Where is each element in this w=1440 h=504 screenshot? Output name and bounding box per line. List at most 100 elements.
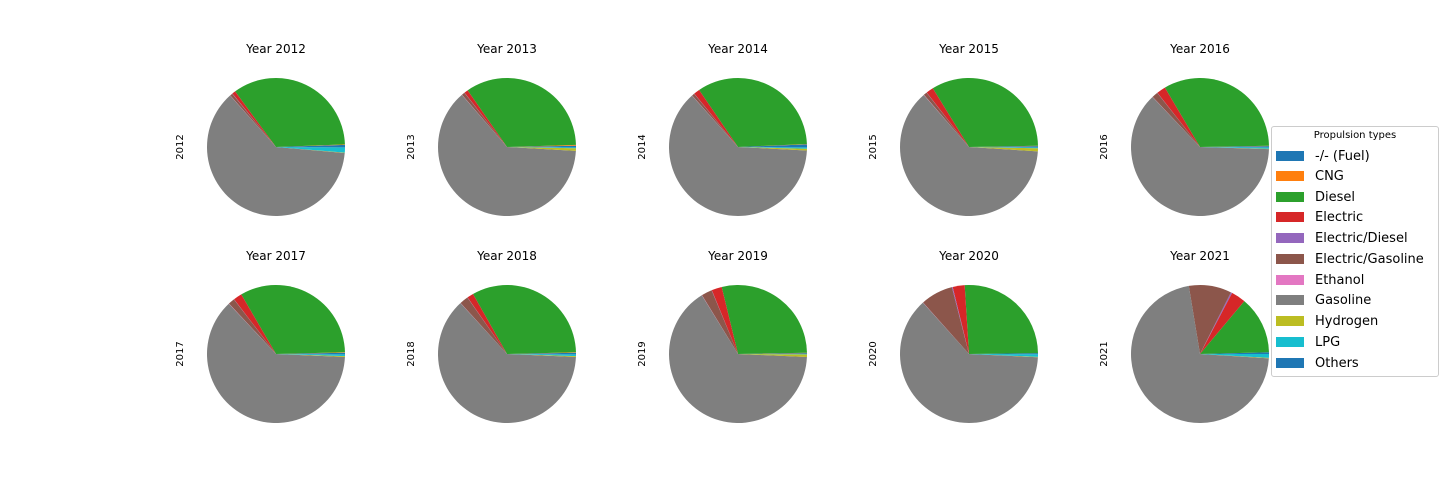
pie-slice bbox=[711, 290, 738, 354]
legend-label: Electric bbox=[1315, 209, 1364, 225]
pie-slice bbox=[668, 95, 807, 217]
pie-slice bbox=[241, 284, 345, 354]
pie-slice bbox=[461, 94, 507, 147]
pie-chart: Year 2014 2014 bbox=[637, 42, 808, 217]
pie-slice bbox=[461, 92, 507, 147]
pie-slice bbox=[969, 354, 1038, 357]
pie-slice bbox=[701, 295, 738, 354]
legend-swatch bbox=[1276, 275, 1304, 285]
pie-title: Year 2017 bbox=[245, 249, 306, 263]
pie-chart: Year 2020 2020 bbox=[868, 249, 1039, 423]
pie-title: Year 2018 bbox=[476, 249, 537, 263]
pie-slice bbox=[668, 295, 807, 423]
pie-slice bbox=[507, 354, 576, 357]
pie-slice bbox=[711, 286, 738, 354]
pie-ylabel: 2018 bbox=[406, 341, 417, 366]
pie-slice bbox=[1200, 301, 1269, 354]
legend-label: Gasoline bbox=[1315, 292, 1372, 308]
pie-slice bbox=[738, 147, 807, 149]
pie-slice bbox=[464, 90, 507, 147]
pie-slice bbox=[467, 293, 507, 354]
pie-slice bbox=[460, 302, 507, 354]
pie-slice bbox=[1152, 96, 1200, 147]
pie-slice bbox=[923, 92, 969, 147]
pie-ylabel: 2014 bbox=[637, 134, 648, 159]
legend: Propulsion types -/- (Fuel) CNG Diesel E… bbox=[1271, 126, 1439, 377]
pie-slice bbox=[738, 147, 807, 151]
pie-slice bbox=[738, 353, 807, 354]
legend-swatch bbox=[1276, 316, 1304, 326]
pie-slice bbox=[206, 95, 345, 217]
pie-slice bbox=[969, 146, 1038, 147]
pie-slice bbox=[969, 147, 1038, 149]
pie-ylabel: 2020 bbox=[868, 341, 879, 366]
pie-ylabel: 2016 bbox=[1099, 134, 1110, 159]
pie-slice bbox=[923, 287, 969, 354]
pie-slice bbox=[969, 354, 1038, 358]
pie-slice bbox=[276, 147, 345, 153]
pie-title: Year 2012 bbox=[245, 42, 306, 56]
pie-title: Year 2016 bbox=[1169, 42, 1230, 56]
pie-slice bbox=[437, 303, 576, 423]
pie-title: Year 2019 bbox=[707, 249, 768, 263]
legend-swatch bbox=[1276, 337, 1304, 347]
pie-slice bbox=[276, 352, 346, 354]
pie-slice bbox=[899, 94, 1038, 217]
pie-slice bbox=[721, 285, 807, 354]
legend-label: Electric/Gasoline bbox=[1315, 251, 1424, 267]
pie-slice bbox=[507, 147, 576, 149]
pie-ylabel: 2021 bbox=[1099, 341, 1110, 366]
pie-slice bbox=[969, 147, 1038, 152]
pie-slice bbox=[1200, 292, 1245, 354]
pie-slice bbox=[1131, 97, 1269, 216]
legend-item: Diesel bbox=[1276, 189, 1355, 205]
pie-slice bbox=[738, 144, 807, 147]
pie-slice bbox=[926, 88, 969, 147]
legend-swatch bbox=[1276, 358, 1304, 368]
legend-swatch bbox=[1276, 233, 1304, 243]
pie-slice bbox=[922, 302, 969, 354]
pie-slice bbox=[276, 144, 346, 147]
pie-slice bbox=[507, 145, 577, 147]
pie-slice bbox=[738, 352, 807, 354]
pie-slice bbox=[1200, 292, 1233, 354]
pie-slice bbox=[969, 353, 1038, 354]
pie-slice bbox=[951, 286, 969, 354]
legend-label: Electric/Diesel bbox=[1315, 230, 1408, 246]
legend-label: Diesel bbox=[1315, 189, 1356, 205]
pie-slice bbox=[228, 303, 276, 354]
pie-title: Year 2021 bbox=[1169, 249, 1230, 263]
pie-slice bbox=[507, 352, 577, 354]
pie-chart: Year 2013 2013 bbox=[406, 42, 577, 216]
pie-chart: Year 2021 2021 bbox=[1099, 249, 1270, 424]
pie-slice bbox=[1200, 146, 1269, 147]
pie-slice bbox=[438, 94, 576, 216]
legend-label: LPG bbox=[1315, 334, 1341, 350]
legend-label: Ethanol bbox=[1315, 272, 1365, 288]
pie-chart: Year 2017 2017 bbox=[175, 249, 346, 424]
pie-slice bbox=[507, 352, 576, 354]
pie-chart: Year 2018 2018 bbox=[406, 249, 577, 423]
pie-slice bbox=[232, 91, 276, 147]
pie-chart: Year 2019 2019 bbox=[637, 249, 808, 423]
pie-ylabel: 2015 bbox=[868, 134, 879, 159]
legend-title: Propulsion types bbox=[1313, 130, 1397, 141]
legend-item: LPG bbox=[1276, 334, 1340, 350]
pie-slice bbox=[699, 78, 807, 147]
pie-chart: Year 2016 2016 bbox=[1099, 42, 1270, 216]
pie-slice bbox=[932, 77, 1038, 147]
pie-slice bbox=[701, 290, 738, 354]
pie-slice bbox=[507, 354, 576, 358]
pie-slice bbox=[694, 93, 738, 147]
pie-slice bbox=[206, 303, 345, 424]
legend-item: Electric/Diesel bbox=[1276, 230, 1408, 246]
pie-ylabel: 2017 bbox=[175, 341, 186, 366]
pie-slice bbox=[1200, 352, 1269, 354]
legend-swatch bbox=[1276, 171, 1304, 181]
pie-slice bbox=[738, 354, 807, 358]
pie-title: Year 2014 bbox=[707, 42, 768, 56]
pie-slice bbox=[228, 299, 276, 354]
legend-label: -/- (Fuel) bbox=[1315, 148, 1370, 164]
legend-item: Others bbox=[1276, 355, 1359, 371]
